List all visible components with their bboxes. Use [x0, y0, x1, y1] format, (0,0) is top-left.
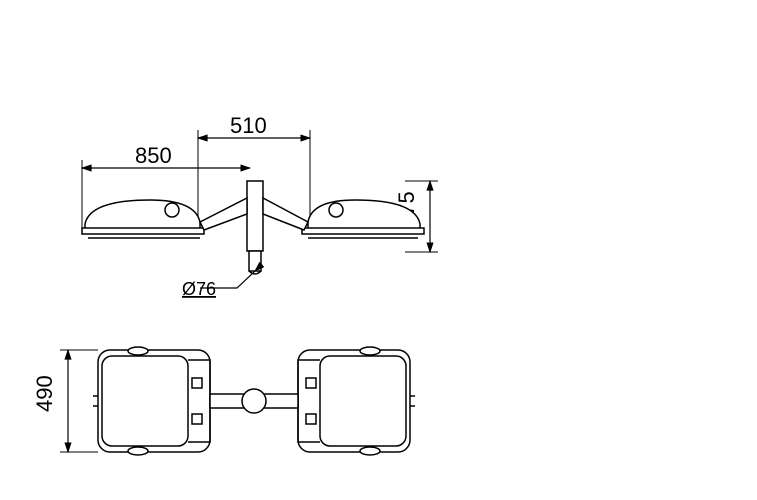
post — [247, 181, 263, 274]
left-head-side — [82, 198, 247, 238]
dim-phi76: Ø76 — [182, 271, 255, 299]
technical-drawing: 850 510 375 — [0, 0, 757, 500]
dim-490-label: 490 — [32, 375, 57, 412]
left-head-top — [93, 347, 210, 455]
side-view: 850 510 375 — [82, 113, 438, 299]
top-view: 490 — [32, 347, 415, 455]
dim-510-label: 510 — [230, 113, 267, 138]
dim-490: 490 — [32, 350, 98, 452]
dim-phi76-label: Ø76 — [182, 279, 216, 299]
dim-850-label: 850 — [135, 143, 172, 168]
center-hub — [210, 389, 298, 413]
right-head-top — [298, 347, 415, 455]
